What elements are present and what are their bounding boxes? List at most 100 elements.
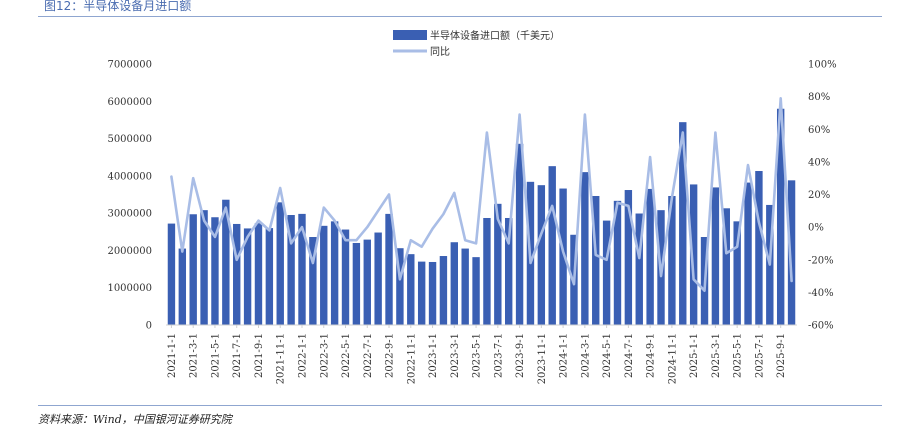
x-tick-label: 2021-1-1 (167, 333, 178, 378)
y-right-tick-label: -60% (808, 321, 834, 332)
bar (602, 220, 611, 325)
y-left-tick-label: 2000000 (107, 246, 152, 257)
bar (744, 182, 752, 325)
bar (396, 248, 404, 325)
bar (243, 228, 252, 325)
y-right-tick-label: 0% (808, 223, 824, 234)
x-tick-label: 2025-1-1 (689, 333, 700, 378)
x-tick-label: 2022-11-1 (406, 333, 417, 384)
x-tick-label: 2023-11-1 (537, 333, 548, 384)
x-tick-label: 2023-7-1 (493, 333, 504, 378)
bar (254, 223, 263, 325)
bar (439, 256, 448, 325)
y-right-tick-label: -40% (808, 288, 834, 299)
bar (298, 213, 306, 325)
bar-series (167, 108, 796, 325)
y-left-tick-label: 0 (146, 321, 152, 332)
bar (613, 200, 622, 325)
bar (646, 188, 654, 325)
y-left-tick-label: 7000000 (107, 60, 152, 71)
bar (189, 214, 197, 325)
y-left-tick-label: 6000000 (107, 97, 152, 108)
x-tick-label: 2024-9-1 (646, 333, 657, 378)
bar (341, 229, 350, 325)
y-right-tick-label: 60% (808, 125, 830, 136)
bar (581, 172, 589, 325)
bar (222, 199, 230, 325)
bar (711, 187, 720, 325)
bar (233, 223, 241, 325)
bar (178, 248, 187, 325)
x-tick-label: 2024-5-1 (602, 333, 613, 378)
bar (548, 166, 556, 325)
x-tick-label: 2024-1-1 (559, 333, 570, 378)
figure-title: 图12：半导体设备月进口额 (44, 0, 192, 13)
bar (287, 215, 295, 325)
bar (407, 254, 415, 325)
bar (374, 232, 382, 325)
y-axis-right-ticks: -60% -40% -20% 0% 20% 40% 60% 80% 100% (808, 60, 837, 332)
y-right-tick-label: 100% (808, 60, 837, 71)
bar (320, 225, 328, 325)
source-note: 资料来源：Wind，中国银河证券研究院 (38, 413, 232, 426)
y-left-tick-label: 5000000 (107, 134, 152, 145)
bar (733, 221, 741, 325)
bar (200, 210, 208, 325)
yoy-line (170, 97, 793, 293)
x-tick-label: 2022-3-1 (319, 333, 330, 378)
bar (276, 202, 284, 325)
bar (483, 217, 491, 325)
x-tick-label: 2021-9-1 (254, 333, 265, 378)
x-tick-label: 2023-1-1 (428, 333, 439, 378)
bar (494, 203, 502, 325)
bar (461, 248, 469, 325)
x-tick-label: 2025-5-1 (733, 333, 744, 378)
legend: 半导体设备进口额（千美元） 同比 (393, 29, 560, 58)
x-tick-label: 2023-3-1 (450, 333, 461, 378)
bar (504, 217, 513, 325)
bar (689, 184, 698, 325)
y-left-tick-label: 1000000 (107, 283, 152, 294)
bar (722, 208, 730, 325)
bar (537, 185, 546, 325)
x-tick-label: 2021-3-1 (189, 333, 200, 378)
bar (755, 171, 763, 325)
legend-bar-label: 半导体设备进口额（千美元） (430, 29, 560, 42)
bar (679, 122, 687, 325)
bar (635, 213, 643, 325)
bar (211, 217, 219, 325)
x-tick-label: 2024-11-1 (667, 333, 678, 384)
bar (668, 195, 676, 325)
bar (787, 180, 796, 325)
bar (559, 188, 567, 325)
x-tick-label: 2022-7-1 (363, 333, 374, 378)
y-left-tick-label: 4000000 (107, 171, 152, 182)
bar (330, 221, 339, 325)
y-axis-left-ticks: 0 1000000 2000000 3000000 4000000 5000000 6000… (107, 60, 152, 332)
line-series (170, 97, 793, 293)
x-tick-label: 2021-11-1 (276, 333, 287, 384)
x-tick-label: 2025-7-1 (754, 333, 765, 378)
x-tick-label: 2022-5-1 (341, 333, 352, 378)
bar (472, 257, 480, 325)
bar (352, 242, 361, 325)
x-tick-label: 2025-3-1 (711, 333, 722, 378)
bar (265, 228, 274, 325)
x-tick-label: 2023-5-1 (472, 333, 483, 378)
x-tick-label: 2024-3-1 (580, 333, 591, 378)
bar (309, 237, 317, 325)
y-right-tick-label: -20% (808, 255, 834, 266)
y-right-tick-label: 40% (808, 157, 830, 168)
legend-line-label: 同比 (430, 46, 450, 58)
y-right-tick-label: 20% (808, 190, 830, 201)
x-tick-label: 2024-7-1 (624, 333, 635, 378)
bar (450, 242, 459, 325)
x-tick-label: 2025-9-1 (776, 333, 787, 378)
bar (515, 143, 524, 325)
bar (624, 190, 633, 325)
bar (363, 239, 371, 325)
x-tick-label: 2021-5-1 (210, 333, 221, 378)
top-divider (38, 16, 882, 17)
x-tick-label: 2022-1-1 (297, 333, 308, 378)
